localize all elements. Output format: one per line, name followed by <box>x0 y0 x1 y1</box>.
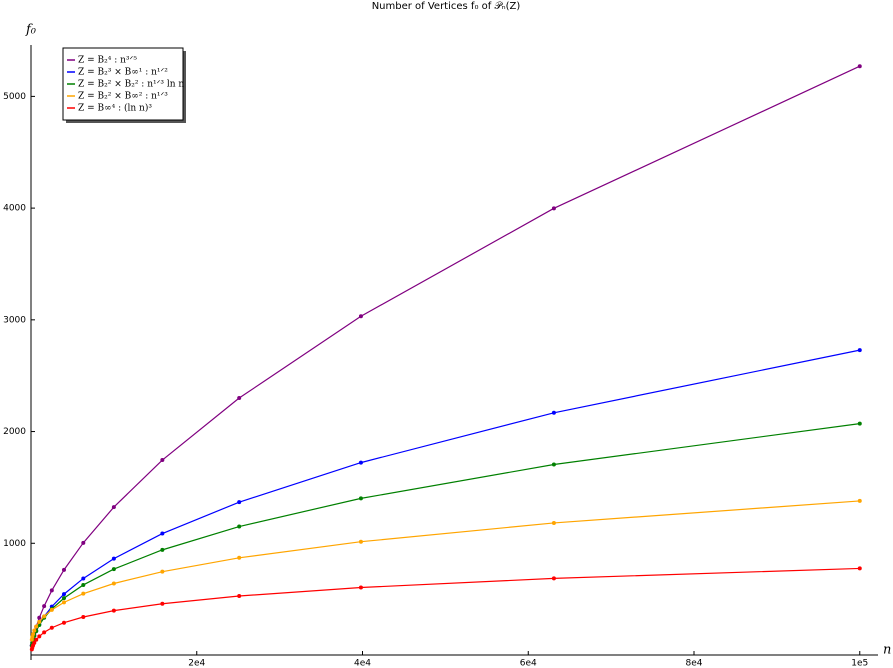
data-point <box>857 64 862 69</box>
data-point <box>111 505 116 510</box>
data-point <box>81 615 86 620</box>
data-point <box>37 615 42 620</box>
data-point <box>81 591 86 596</box>
data-point <box>42 614 47 619</box>
data-point <box>81 582 86 587</box>
data-point <box>49 607 54 612</box>
legend-label: Z = B₂² × B₂² : n¹ᐟ³ ln n <box>78 80 184 90</box>
data-point <box>111 581 116 586</box>
data-point <box>49 588 54 593</box>
x-tick-label: 2e4 <box>188 659 205 668</box>
y-tick-label: 4000 <box>3 204 26 214</box>
data-point <box>237 594 242 599</box>
data-point <box>61 620 66 625</box>
legend-label: Z = B₂⁴ : n³ᐟ⁵ <box>78 56 137 66</box>
x-tick-label: 4e4 <box>354 659 371 668</box>
data-point <box>358 496 363 501</box>
legend-label: Z = B∞⁴ : (ln n)³ <box>78 103 152 114</box>
data-point <box>160 601 165 606</box>
data-point <box>857 498 862 503</box>
data-point <box>857 348 862 353</box>
data-point <box>551 410 556 415</box>
data-point <box>42 630 47 635</box>
data-point <box>237 500 242 505</box>
data-point <box>81 576 86 581</box>
data-point <box>61 567 66 572</box>
chart-title: Number of Vertices f₀ of 𝒫ₙ(Z) <box>372 1 521 12</box>
data-point <box>111 567 116 572</box>
data-point <box>857 421 862 426</box>
x-axis-label: n <box>883 643 891 658</box>
data-point <box>42 604 47 609</box>
legend-label: Z = B₂² × B∞² : n¹ᐟ³ <box>78 92 168 102</box>
data-point <box>160 547 165 552</box>
data-point <box>37 619 42 624</box>
data-point <box>37 634 42 639</box>
legend-label: Z = B₂³ × B∞¹ : n¹ᐟ² <box>78 68 168 78</box>
legend <box>62 47 184 121</box>
data-point <box>49 625 54 630</box>
data-point <box>551 520 556 525</box>
y-tick-label: 5000 <box>3 92 26 102</box>
data-point <box>81 540 86 545</box>
data-point <box>111 556 116 561</box>
data-point <box>551 462 556 467</box>
data-point <box>160 458 165 463</box>
data-point <box>551 206 556 211</box>
data-point <box>237 524 242 529</box>
data-point <box>111 608 116 613</box>
data-point <box>61 592 66 597</box>
x-tick-label: 6e4 <box>520 659 537 668</box>
data-point <box>160 531 165 536</box>
data-point <box>34 637 39 642</box>
data-point <box>358 314 363 319</box>
y-axis-label: f₀ <box>25 23 37 38</box>
y-tick-label: 3000 <box>3 315 26 325</box>
data-point <box>61 596 66 601</box>
y-tick-label: 2000 <box>3 427 26 437</box>
data-point <box>358 460 363 465</box>
data-point <box>32 628 37 633</box>
data-point <box>237 555 242 560</box>
data-point <box>32 640 37 645</box>
data-point <box>237 396 242 401</box>
data-point <box>358 539 363 544</box>
data-point <box>61 600 66 605</box>
data-point <box>34 624 39 629</box>
data-point <box>857 566 862 571</box>
data-point <box>160 569 165 574</box>
data-point <box>551 576 556 581</box>
data-point <box>358 585 363 590</box>
data-point <box>31 632 36 637</box>
y-tick-label: 1000 <box>3 539 26 549</box>
x-tick-label: 1e5 <box>851 659 868 668</box>
x-tick-label: 8e4 <box>686 659 703 668</box>
